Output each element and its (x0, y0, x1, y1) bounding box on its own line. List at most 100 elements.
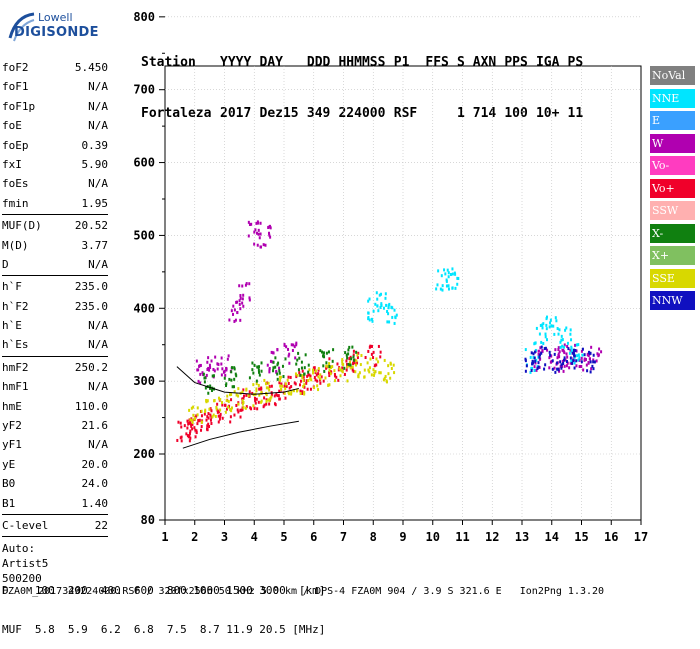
echo-point (303, 392, 306, 396)
echo-point (394, 315, 397, 319)
echo-point (333, 379, 336, 383)
echo-point (230, 366, 233, 370)
echo-point (276, 394, 279, 398)
echo-point (265, 399, 268, 403)
echo-point (325, 366, 328, 370)
echo-point (255, 397, 258, 401)
echo-point (352, 349, 355, 353)
y-tick-label: 500 (133, 228, 155, 242)
echo-point (537, 361, 540, 365)
echo-point (216, 402, 219, 406)
echo-point (395, 313, 398, 317)
echo-point (544, 335, 547, 339)
echo-point (311, 368, 314, 372)
echo-point (582, 368, 585, 372)
echo-point (372, 350, 375, 354)
echo-point (241, 297, 244, 301)
echo-point (354, 370, 357, 374)
echo-point (367, 299, 370, 303)
echo-point (351, 345, 354, 349)
echo-point (321, 350, 324, 354)
echo-point (309, 374, 312, 378)
x-tick-label: 17 (634, 530, 648, 544)
echo-point (376, 297, 379, 301)
echo-point (574, 343, 577, 347)
echo-point (341, 370, 344, 374)
echo-point (200, 409, 203, 413)
echo-point (250, 222, 253, 226)
echo-point (577, 343, 580, 347)
echo-point (290, 343, 293, 347)
echo-point (368, 366, 371, 370)
echo-point (272, 351, 275, 355)
header-value-2: Dez15 (259, 106, 299, 121)
echo-point (252, 383, 255, 387)
echo-point (331, 365, 334, 369)
logo-line1: Lowell (38, 11, 73, 24)
echo-point (346, 379, 349, 383)
echo-point (535, 358, 538, 362)
echo-point (537, 349, 540, 353)
echo-point (199, 372, 202, 376)
echo-point (285, 345, 288, 349)
echo-point (196, 406, 199, 410)
echo-point (540, 351, 543, 355)
echo-point (188, 431, 191, 435)
param-value: N/A (88, 99, 108, 113)
echo-point (435, 287, 438, 291)
echo-point (264, 382, 267, 386)
echo-point (345, 359, 348, 363)
echo-point (572, 350, 575, 354)
echo-point (212, 367, 215, 371)
echo-point (284, 357, 287, 361)
echo-point (544, 363, 547, 367)
echo-point (201, 371, 204, 375)
echo-point (299, 392, 302, 396)
echo-point (531, 366, 534, 370)
echo-point (441, 284, 444, 288)
echo-point (188, 439, 191, 443)
echo-point (359, 363, 362, 367)
echo-point (378, 371, 381, 375)
echo-point (542, 322, 545, 326)
header-label-7: S (456, 55, 465, 70)
echo-point (241, 399, 244, 403)
echo-point (356, 353, 359, 357)
panel-divider (2, 536, 108, 538)
echo-point (217, 396, 220, 400)
echo-point (322, 379, 325, 383)
echo-point (559, 360, 562, 364)
echo-point (388, 320, 391, 324)
echo-point (596, 352, 599, 356)
echo-point (220, 356, 223, 360)
echo-point (557, 332, 560, 336)
echo-point (375, 363, 378, 367)
echo-point (260, 399, 263, 403)
echo-point (266, 363, 269, 367)
echo-point (379, 355, 382, 359)
echo-point (258, 236, 261, 240)
echo-point (290, 390, 293, 394)
param-value: 20.0 (81, 457, 109, 471)
echo-point (295, 343, 298, 347)
echo-point (319, 349, 322, 353)
echo-point (209, 413, 212, 417)
echo-point (569, 332, 572, 336)
echo-point (245, 405, 248, 409)
echo-point (380, 292, 383, 296)
echo-point (278, 366, 281, 370)
x-tick-label: 6 (310, 530, 317, 544)
echo-point (557, 346, 560, 350)
echo-point (186, 426, 189, 430)
echo-point (589, 370, 592, 374)
echo-point (248, 376, 251, 380)
echo-point (301, 390, 304, 394)
echo-point (257, 368, 260, 372)
echo-point (220, 373, 223, 377)
echo-point (391, 306, 394, 310)
echo-point (298, 371, 301, 375)
d-value: 200 (67, 584, 88, 597)
echo-point (240, 408, 243, 412)
echo-point (217, 410, 220, 414)
echo-point (268, 399, 271, 403)
